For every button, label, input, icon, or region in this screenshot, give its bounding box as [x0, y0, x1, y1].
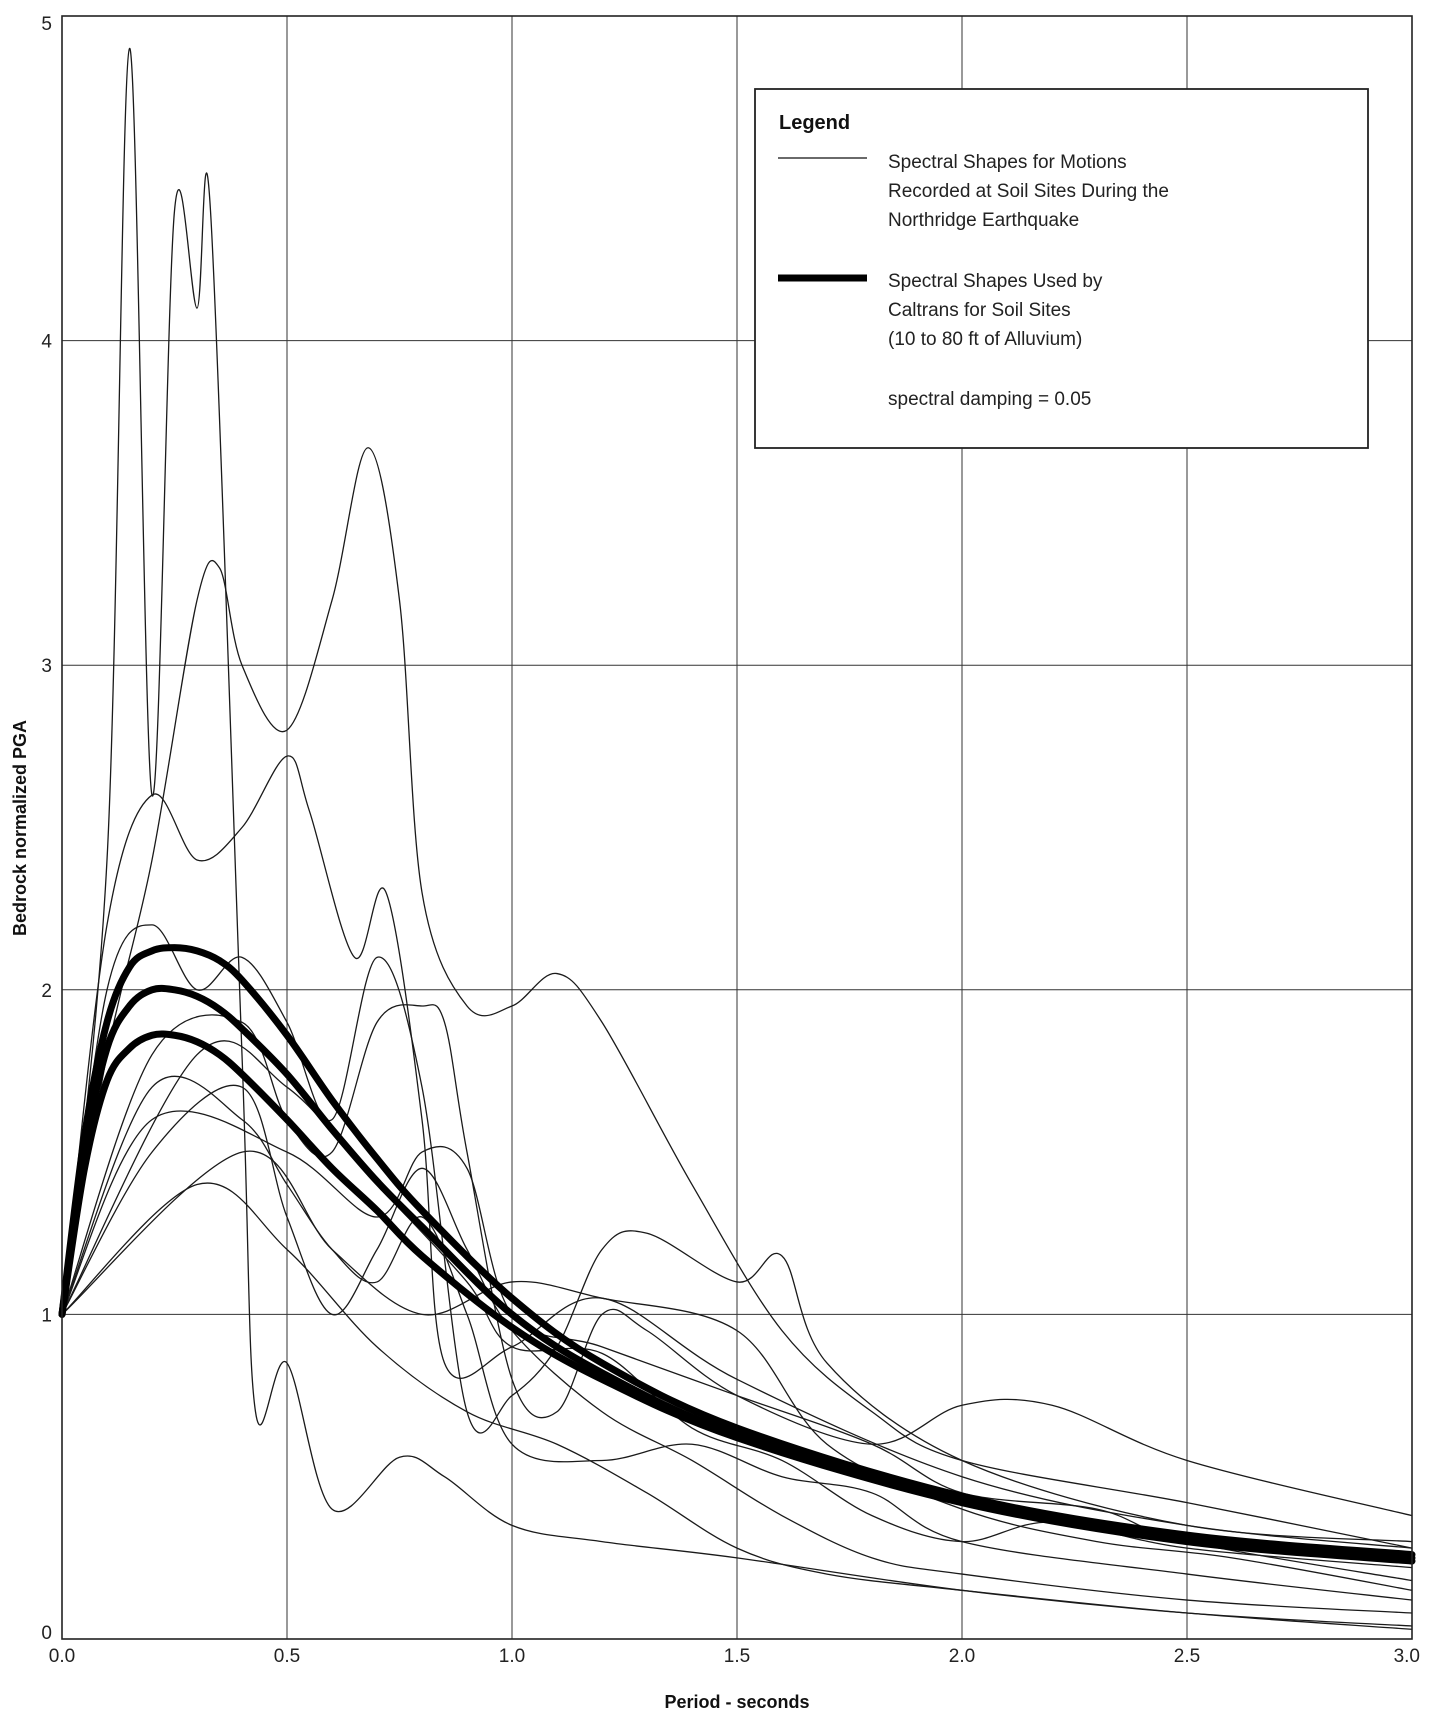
x-tick-label: 1.0	[499, 1646, 525, 1667]
legend-entry-thick-line1: Spectral Shapes Used by	[888, 271, 1103, 292]
plot-frame	[61, 15, 1413, 1640]
series-line-northridge-0	[61, 447, 1413, 1549]
y-axis-title: Bedrock normalized PGA	[10, 720, 30, 936]
y-tick-label: 2	[41, 981, 52, 1002]
legend-entry-thin-line3: Northridge Earthquake	[888, 210, 1079, 231]
y-tick-label: 1	[41, 1305, 52, 1326]
legend-entry-thick-line2: Caltrans for Soil Sites	[888, 300, 1071, 321]
y-tick-labels: 0 1 2 3 4 5	[41, 14, 52, 1644]
x-tick-label: 3.0	[1394, 1646, 1420, 1667]
series-layer	[58, 47, 1416, 1630]
y-tick-label: 0	[41, 1623, 52, 1644]
series-line-northridge-10	[61, 1182, 1413, 1630]
x-tick-label: 1.5	[724, 1646, 750, 1667]
series-line-northridge-3	[61, 924, 1413, 1543]
series-line-caltrans-2	[58, 1030, 1416, 1565]
legend-box	[754, 88, 1369, 449]
y-tick-label: 3	[41, 656, 52, 677]
legend-entry-thin-line1: Spectral Shapes for Motions	[888, 152, 1127, 173]
legend-entry-thin-line2: Recorded at Soil Sites During the	[888, 181, 1169, 202]
legend-title: Legend	[779, 112, 850, 134]
x-tick-label: 2.0	[949, 1646, 975, 1667]
legend-note-damping: spectral damping = 0.05	[888, 389, 1091, 410]
x-tick-label: 0.0	[49, 1646, 75, 1667]
series-line-northridge-9	[61, 1150, 1413, 1591]
series-line-northridge-1	[61, 47, 1413, 1627]
legend-entry-thick-line3: (10 to 80 ft of Alluvium)	[888, 329, 1082, 350]
y-tick-label: 5	[41, 14, 52, 35]
legend: Legend Spectral Shapes for Motions Recor…	[754, 88, 1369, 449]
x-axis-title: Period - seconds	[664, 1692, 809, 1712]
series-line-northridge-2	[61, 755, 1413, 1549]
x-tick-label: 2.5	[1174, 1646, 1200, 1667]
x-tick-label: 0.5	[274, 1646, 300, 1667]
series-line-northridge-4	[61, 1004, 1413, 1517]
y-tick-label: 4	[41, 332, 52, 353]
series-line-northridge-6	[61, 1084, 1413, 1614]
series-line-northridge-5	[61, 1075, 1413, 1601]
x-tick-labels: 0.0 0.5 1.0 1.5 2.0 2.5 3.0	[49, 1646, 1420, 1667]
